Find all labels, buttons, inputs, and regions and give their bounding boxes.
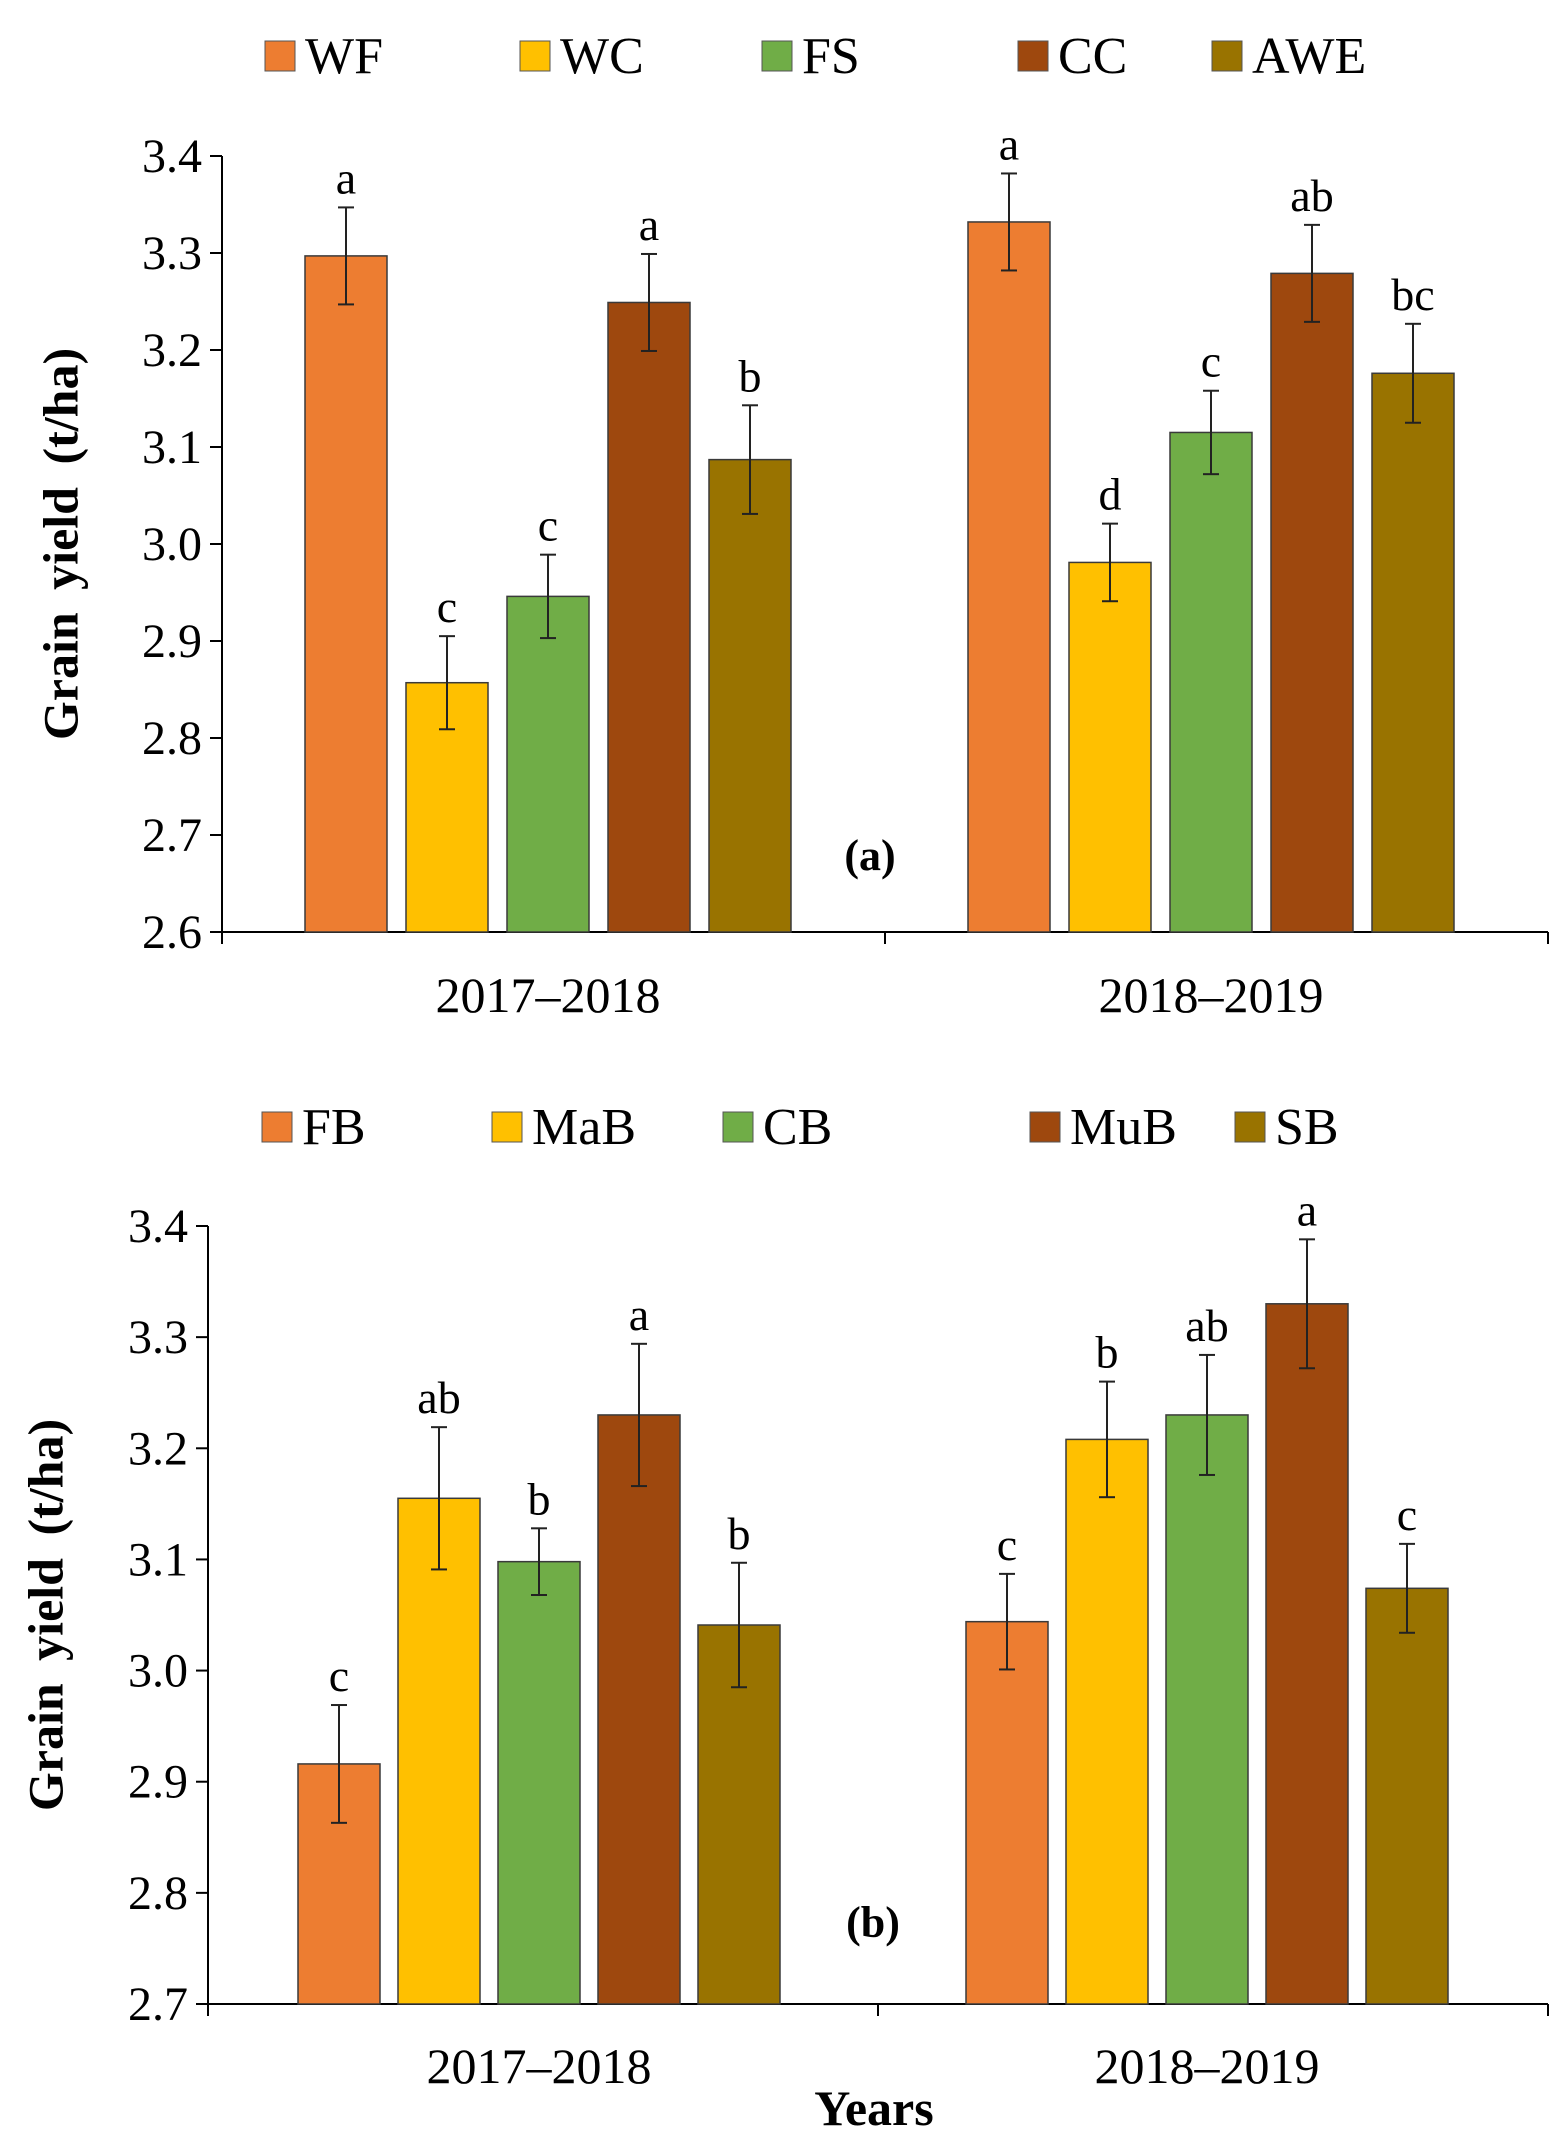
y-tick-label: 3.0 [128,1645,188,1698]
significance-letter: b [1096,1327,1119,1378]
legend-label-cc: CC [1058,28,1127,85]
y-tick-label: 3.2 [142,324,202,377]
bar-mub-2018-2019 [1265,1303,1349,2005]
significance-letter: c [1201,336,1221,387]
y-tick-label: 3.4 [128,1200,188,1253]
significance-letter: c [538,500,558,551]
legend-label-fs: FS [802,28,860,85]
significance-letter: b [739,350,762,401]
legend-swatch-fs [761,40,793,72]
legend-label-mab: MaB [532,1099,636,1156]
y-tick-label: 3.1 [142,421,202,474]
y-tick-label: 2.8 [142,712,202,765]
bar-cb-2017-2018 [497,1560,581,2005]
significance-letter: d [1099,469,1122,520]
y-tick-label: 2.7 [128,1978,188,2031]
legend-label-fb: FB [302,1099,366,1156]
legend-swatch-wf [264,40,296,72]
bar-mab-2017-2018 [397,1497,481,2005]
bar-cc-2018-2019 [1270,272,1354,933]
legend-swatch-mab [491,1111,523,1143]
bar-wf-2017-2018 [304,255,388,933]
significance-letter: c [329,1650,349,1701]
significance-letter: ab [1290,170,1333,221]
significance-letter: b [728,1508,751,1559]
y-tick-label: 2.6 [142,906,202,959]
x-category-label: 2018–2019 [1095,2038,1320,2094]
bar-cb-2018-2019 [1165,1414,1249,2005]
significance-letter: c [997,1519,1017,1570]
panel-label: (b) [846,1898,900,1947]
legend-label-sb: SB [1275,1099,1339,1156]
significance-letter: bc [1391,269,1434,320]
significance-letter: a [336,152,356,203]
bar-mub-2017-2018 [597,1414,681,2005]
bar-awe-2017-2018 [708,458,792,933]
significance-letter: c [1397,1489,1417,1540]
legend-label-cb: CB [763,1099,832,1156]
y-tick-label: 2.9 [142,615,202,668]
bar-fb-2018-2019 [965,1620,1049,2005]
legend-label-wc: WC [560,28,644,85]
y-tick-label: 3.3 [128,1311,188,1364]
y-tick-label: 3.3 [142,227,202,280]
legend-swatch-wc [519,40,551,72]
x-category-label: 2018–2019 [1099,967,1324,1023]
bar-fs-2018-2019 [1169,431,1253,933]
bar-wf-2018-2019 [967,221,1051,933]
legend-swatch-cc [1017,40,1049,72]
legend-swatch-cb [722,1111,754,1143]
significance-letter: c [437,581,457,632]
y-tick-label: 3.2 [128,1422,188,1475]
significance-letter: b [528,1473,551,1524]
bar-sb-2018-2019 [1365,1587,1449,2005]
significance-letter: ab [417,1372,460,1423]
y-tick-label: 2.7 [142,809,202,862]
legend-label-mub: MuB [1070,1099,1177,1156]
y-tick-label: 2.8 [128,1867,188,1920]
panel-b: FB MaB CB MuB SB 2.7 2.8 2.9 3.0 3.1 3.2 3.3 3.4 Grai… [18,1099,1549,2136]
y-tick-label: 3.1 [128,1533,188,1586]
legend-swatch-sb [1234,1111,1266,1143]
legend-label-wf: WF [305,28,383,85]
bar-awe-2018-2019 [1371,372,1455,933]
panel-label: (a) [844,831,895,880]
x-category-label: 2017–2018 [436,967,661,1023]
y-axis-title: Grain yield (t/ha) [33,348,89,740]
significance-letter: a [999,118,1019,169]
significance-letter: a [639,199,659,250]
bar-wc-2018-2019 [1068,561,1152,933]
bar-mab-2018-2019 [1065,1438,1149,2005]
significance-letter: ab [1185,1300,1228,1351]
y-tick-label: 3.4 [142,130,202,183]
y-axis-title: Grain yield (t/ha) [18,1419,74,1811]
x-axis-title: Years [814,2080,933,2136]
legend-swatch-fb [261,1111,293,1143]
panel-a: WF WC FS CC AWE 2.6 2.7 2.8 2.9 3.0 3.1 3.2 3.3 3.4 Gr… [33,28,1549,1023]
significance-letter: a [1297,1184,1317,1235]
y-tick-label: 2.9 [128,1756,188,1809]
significance-letter: a [629,1289,649,1340]
legend-swatch-awe [1211,40,1243,72]
y-tick-label: 3.0 [142,518,202,571]
x-category-label: 2017–2018 [427,2038,652,2094]
bar-cc-2017-2018 [607,301,691,933]
legend-swatch-mub [1029,1111,1061,1143]
bar-fs-2017-2018 [506,595,590,933]
legend-label-awe: AWE [1252,28,1366,85]
